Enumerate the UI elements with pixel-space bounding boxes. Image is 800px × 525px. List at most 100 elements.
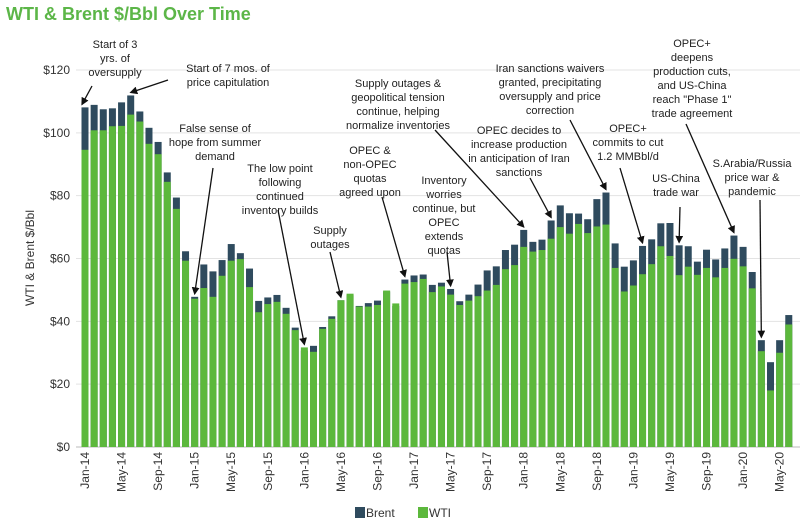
y-tick-label: $20 — [50, 377, 70, 391]
annotation-text: Supply outages & — [355, 78, 442, 90]
bar-wti — [721, 267, 729, 447]
y-tick-label: $120 — [43, 63, 70, 77]
bar-wti — [739, 266, 747, 447]
annotation-text: hope from summer — [169, 137, 262, 149]
bar-wti — [483, 290, 491, 447]
annotation-text: Iran sanctions waivers — [496, 63, 605, 75]
bar-wti — [520, 246, 528, 447]
bar-wti — [246, 287, 254, 447]
bar-wti — [154, 154, 162, 448]
bar-wti — [136, 121, 144, 448]
bar-wti — [346, 293, 354, 447]
bar-wti — [675, 275, 683, 447]
annotation-text: correction — [526, 105, 574, 117]
y-axis-label: WTI & Brent $/Bbl — [23, 210, 37, 306]
annotation-text: increase production — [471, 139, 567, 151]
annotation-arrow — [685, 123, 735, 234]
bar-wti — [757, 351, 765, 447]
annotation-text: inventory builds — [242, 205, 319, 217]
bar-wti — [90, 130, 98, 447]
bar-wti — [465, 300, 473, 447]
annotation-text: OPEC+ — [673, 38, 711, 50]
bar-wti — [556, 227, 564, 447]
annotation-text: non-OPEC — [343, 159, 396, 171]
bar-wti — [767, 390, 774, 447]
bar-wti — [191, 298, 199, 447]
annotation-arrow — [569, 119, 607, 191]
bar-wti — [182, 260, 190, 447]
bar-wti — [282, 313, 290, 447]
legend-swatch-wti — [418, 507, 428, 518]
bar-wti — [300, 347, 308, 447]
bar-wti — [99, 130, 107, 447]
annotation-text: demand — [195, 151, 235, 163]
bar-wti — [593, 226, 601, 447]
bar-wti — [337, 300, 345, 447]
annotation-text: outages — [310, 239, 350, 251]
bar-wti — [172, 208, 180, 447]
annotation-text: False sense of — [179, 123, 251, 135]
bar-wti — [264, 304, 272, 447]
annotation-text: following — [259, 177, 302, 189]
x-tick-label: May-17 — [444, 452, 458, 492]
annotation: OPEC decides to increase production in ant… — [468, 125, 570, 219]
bar-wti — [785, 324, 793, 447]
bar-wti — [748, 288, 756, 447]
bar-wti — [511, 265, 519, 447]
annotation: Iran sanctions waivers granted, precipita… — [496, 63, 607, 191]
x-tick-label: May-20 — [773, 452, 787, 492]
annotation-arrow — [329, 251, 344, 299]
annotation: Inventory worries continue, but OPEC extends… — [413, 175, 476, 288]
annotation-text: production cuts, — [653, 66, 731, 78]
bar-wti — [419, 278, 427, 447]
x-tick-label: Jan-18 — [517, 452, 531, 489]
bar-wti — [456, 304, 464, 447]
annotation-text: continue, helping — [356, 106, 439, 118]
annotation-arrow — [277, 209, 307, 346]
x-tick-label: Sep-19 — [700, 452, 714, 491]
annotation: OPEC+ deepens production cuts, and US-China… — [652, 38, 735, 234]
annotation-text: deepens — [671, 52, 714, 64]
annotation-text: The low point — [247, 163, 312, 175]
chart-title: WTI & Brent $/Bbl Over Time — [6, 4, 251, 24]
annotation-text: Supply — [313, 225, 347, 237]
annotation-text: Inventory — [421, 175, 467, 187]
bar-wti — [575, 223, 583, 447]
bar-wti — [584, 233, 592, 447]
bar-wti — [200, 288, 208, 447]
x-tick-label: Sep-14 — [151, 452, 165, 491]
annotation-text: OPEC decides to — [477, 125, 561, 137]
annotation-text: yrs. of — [100, 53, 131, 65]
x-tick-label: Jan-14 — [78, 452, 92, 489]
bar-wti — [776, 352, 784, 447]
x-tick-label: Jan-17 — [407, 452, 421, 489]
bar-wti — [648, 264, 656, 447]
bar-wti — [611, 267, 619, 447]
bar-wti — [383, 290, 391, 447]
x-tick-label: May-18 — [553, 452, 567, 492]
bar-wti — [693, 274, 701, 447]
annotation-text: reach "Phase 1" — [653, 94, 732, 106]
bar-wti — [712, 277, 720, 447]
y-tick-label: $60 — [50, 252, 70, 266]
annotation-text: oversupply and price — [499, 91, 601, 103]
x-tick-label: May-14 — [115, 452, 129, 492]
annotation-text: oversupply — [88, 67, 142, 79]
bar-wti — [145, 143, 153, 447]
x-tick-label: Jan-16 — [297, 452, 311, 489]
y-tick-label: $40 — [50, 314, 70, 328]
annotation-text: granted, precipitating — [499, 77, 602, 89]
bar-wti — [163, 181, 171, 448]
annotation-arrow — [529, 177, 552, 219]
annotation-text: trade war — [653, 187, 699, 199]
annotation-text: geopolitical tension — [351, 92, 445, 104]
bar-wti — [602, 224, 610, 447]
annotation-text: extends — [425, 231, 464, 243]
annotation: Supply outages — [310, 225, 350, 299]
x-tick-label: Sep-15 — [261, 452, 275, 491]
annotation-text: US-China — [652, 173, 701, 185]
annotation-text: 1.2 MMBbl/d — [597, 151, 659, 163]
bar-wti — [529, 251, 537, 447]
annotation-text: price capitulation — [187, 77, 270, 89]
